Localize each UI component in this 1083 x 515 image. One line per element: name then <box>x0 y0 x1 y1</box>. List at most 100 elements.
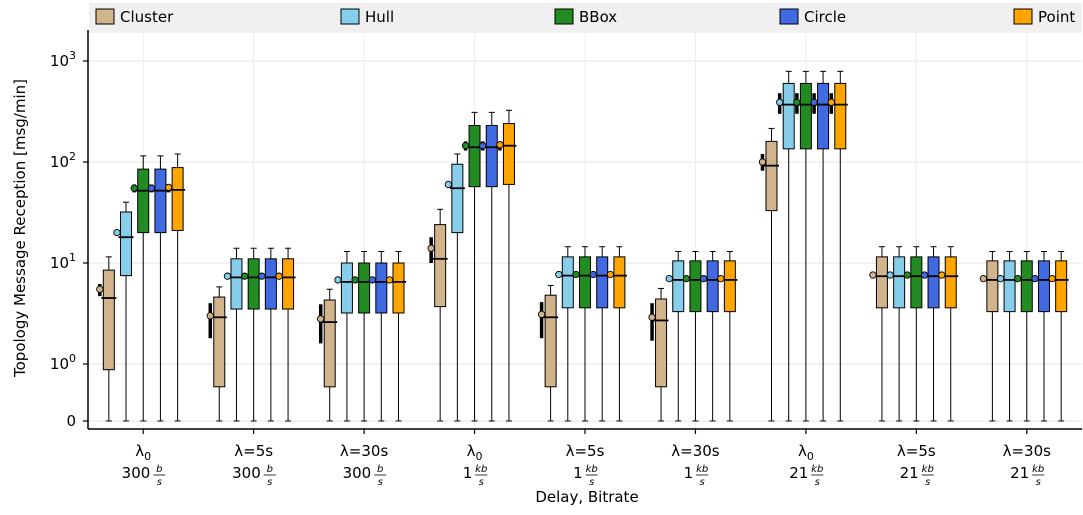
mean-marker <box>648 313 656 321</box>
x-tick-bitrate-value: 21 <box>1010 464 1029 482</box>
box-bbox <box>689 260 702 313</box>
mean-marker <box>368 276 376 284</box>
x-tick-bitrate-unit-numerator: b <box>377 464 383 475</box>
mean-marker <box>241 272 249 280</box>
mean-marker <box>258 272 266 280</box>
mean-marker <box>682 274 691 283</box>
mean-marker <box>572 270 580 279</box>
legend-swatch-circle <box>779 8 799 25</box>
box-cluster <box>323 299 336 388</box>
box-circle <box>706 260 719 313</box>
box-circle <box>375 262 388 314</box>
legend-label-circle: Circle <box>804 8 846 26</box>
box-hull <box>782 82 795 150</box>
mean-marker <box>147 184 156 192</box>
mean-marker <box>606 270 615 279</box>
box-bbox <box>247 258 260 310</box>
mean-marker <box>979 274 988 283</box>
x-tick-bitrate-unit-numerator: kb <box>475 464 487 475</box>
mean-marker <box>776 98 784 106</box>
x-tick-bitrate-unit-denominator: s <box>479 477 484 488</box>
legend-label-cluster: Cluster <box>120 8 174 26</box>
mean-marker <box>164 183 173 192</box>
mean-marker <box>827 98 835 106</box>
y-tick-label: 102 <box>50 150 76 171</box>
box-point <box>282 258 295 310</box>
y-tick-label: 103 <box>50 49 76 70</box>
x-tick-bitrate-unit-denominator: s <box>378 477 383 488</box>
y-tick-label: 101 <box>50 251 76 272</box>
box-hull <box>451 163 464 234</box>
mean-marker <box>317 315 325 323</box>
x-tick-bitrate-value: 300 <box>343 464 372 482</box>
mean-marker <box>334 276 342 284</box>
box-circle <box>927 256 940 309</box>
x-tick-bitrate-unit-numerator: kb <box>586 464 598 475</box>
x-tick-delay-label: λ=30s <box>340 442 389 460</box>
y-ticks: 0 100 101 102 103 <box>50 49 88 430</box>
mean-marker <box>130 184 138 192</box>
box-bbox <box>358 262 371 314</box>
x-tick-bitrate-unit-denominator: s <box>925 477 930 488</box>
x-tick-bitrate-unit-denominator: s <box>267 477 272 488</box>
x-tick-delay-label: λ0 <box>467 442 483 463</box>
box-cluster <box>765 140 778 212</box>
legend: Cluster Hull BBox Circle Point <box>89 3 1082 33</box>
mean-marker <box>496 141 504 149</box>
box-circle <box>817 82 830 150</box>
x-tick-bitrate-unit-numerator: kb <box>696 464 708 475</box>
mean-marker <box>920 271 929 279</box>
box-bbox <box>468 124 481 188</box>
box-point <box>723 260 736 313</box>
mean-marker <box>996 274 1005 283</box>
box-hull <box>893 256 906 309</box>
box-series <box>96 70 1069 422</box>
box-hull <box>672 260 685 313</box>
mean-marker <box>461 142 470 150</box>
legend-background <box>89 3 1082 33</box>
box-circle <box>264 258 277 310</box>
legend-label-hull: Hull <box>365 8 394 26</box>
box-point <box>502 123 515 185</box>
x-tick-delay-label: λ=5s <box>566 442 605 460</box>
x-tick-bitrate-unit-denominator: s <box>1036 477 1041 488</box>
box-circle <box>1037 260 1050 313</box>
box-bbox <box>1020 260 1033 313</box>
mean-marker <box>537 310 546 319</box>
mean-marker <box>206 312 214 320</box>
box-cluster <box>544 294 557 388</box>
x-tick-bitrate-value: 21 <box>789 464 808 482</box>
mean-marker <box>903 271 911 279</box>
box-cluster <box>986 260 999 313</box>
box-cluster <box>434 224 447 308</box>
mean-marker <box>699 274 708 283</box>
x-tick-bitrate-value: 300 <box>122 464 151 482</box>
x-tick-delay-label: λ=5s <box>234 442 273 460</box>
box-circle <box>485 124 498 188</box>
x-tick-bitrate-unit-numerator: kb <box>1032 464 1044 475</box>
mean-marker <box>589 270 597 279</box>
box-cluster <box>875 256 888 309</box>
x-tick-bitrate-unit-denominator: s <box>589 477 594 488</box>
box-bbox <box>579 256 591 309</box>
legend-swatch-bbox <box>554 8 574 25</box>
legend-label-bbox: BBox <box>579 8 617 26</box>
mean-marker <box>717 274 725 283</box>
box-point <box>613 256 626 309</box>
box-circle <box>154 168 167 234</box>
box-hull <box>561 256 574 309</box>
box-point <box>834 82 847 150</box>
x-tick-bitrate-unit-numerator: kb <box>811 464 823 475</box>
x-tick-delay-label: λ=30s <box>671 442 720 460</box>
mean-marker <box>223 272 232 280</box>
mean-marker <box>275 272 283 280</box>
legend-swatch-hull <box>340 8 360 25</box>
y-axis-label: Topology Message Reception [msg/min] <box>11 79 29 378</box>
box-hull <box>340 262 353 314</box>
x-tick-bitrate-unit-numerator: kb <box>922 464 934 475</box>
legend-label-point: Point <box>1038 8 1075 26</box>
x-tick-bitrate-value: 1 <box>684 464 694 482</box>
mean-marker <box>555 270 563 279</box>
x-tick-bitrate-value: 21 <box>900 464 919 482</box>
